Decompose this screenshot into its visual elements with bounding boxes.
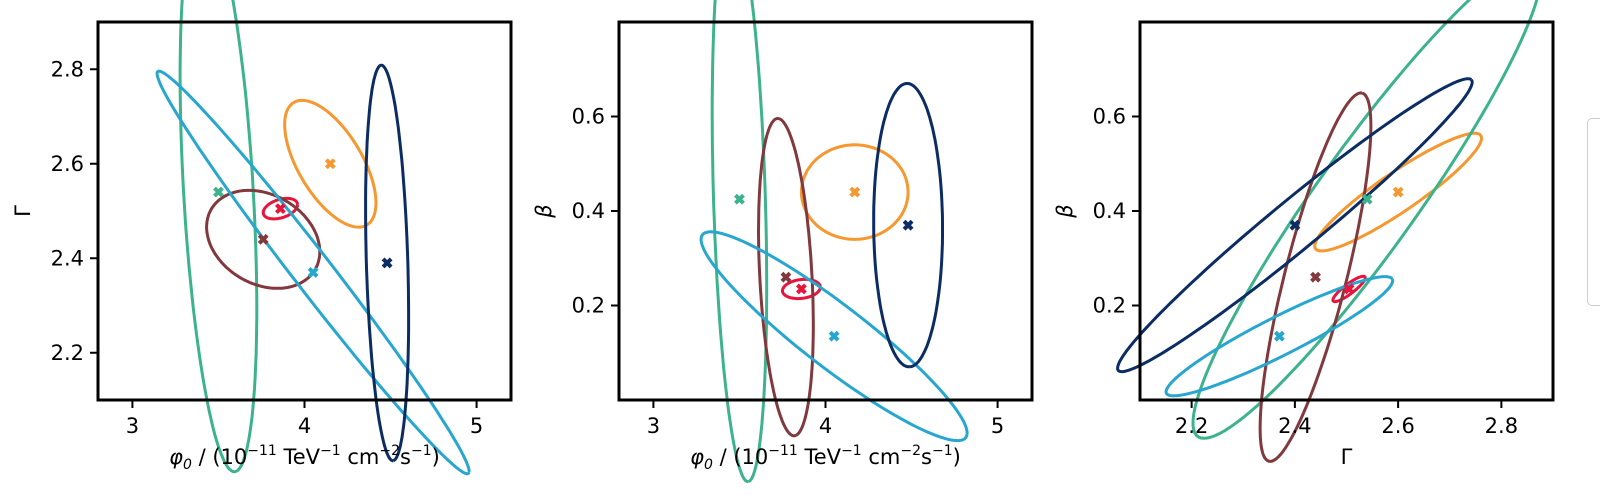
x-tick-label: 5	[470, 414, 483, 438]
x-tick-label: 2.2	[1175, 414, 1208, 438]
confidence-ellipse-2	[799, 143, 910, 241]
confidence-ellipse-1	[261, 196, 300, 221]
y-axis-label: β	[532, 204, 556, 218]
x-tick-label: 2.4	[1278, 414, 1311, 438]
best-fit-marker-2	[324, 158, 336, 170]
best-fit-marker-5	[828, 330, 840, 342]
best-fit-marker-6	[902, 219, 914, 231]
y-tick-label: 0.2	[572, 294, 605, 318]
x-tick-label: 4	[819, 414, 832, 438]
confidence-ellipse-4	[205, 188, 322, 290]
y-axis-label: Γ	[11, 205, 35, 217]
plot-frame	[617, 20, 1034, 402]
confidence-ellipse-3	[1191, 0, 1539, 440]
panel-2: 3 4 5 0.2 0.4 0.6 φ0 / (10−11 TeV−1 cm−2s−1) β	[532, 0, 1034, 484]
best-fit-marker-3	[1361, 193, 1373, 205]
best-fit-marker-2	[849, 186, 861, 198]
best-fit-marker-4	[780, 271, 792, 283]
best-fit-marker-1	[795, 283, 807, 295]
confidence-ellipse-2	[1313, 131, 1483, 253]
x-tick-label: 5	[991, 414, 1004, 438]
ellipses	[155, 0, 471, 476]
confidence-ellipse-5	[699, 230, 969, 443]
confidence-ellipse-5	[155, 69, 471, 476]
best-fit-marker-2	[1392, 186, 1404, 198]
best-fit-marker-4	[257, 233, 269, 245]
confidence-ellipse-5	[1164, 275, 1395, 398]
markers	[1273, 186, 1404, 342]
best-fit-marker-6	[1289, 219, 1301, 231]
plot-frame	[96, 20, 513, 402]
x-tick-label: 3	[647, 414, 660, 438]
confidence-ellipse-6	[1116, 77, 1474, 374]
y-tick-label: 2.4	[51, 246, 84, 270]
confidence-ellipse-6	[364, 63, 411, 463]
best-fit-marker-3	[213, 186, 224, 198]
x-axis-label: φ0 / (10−11 TeV−1 cm−2s−1)	[169, 443, 440, 473]
y-tick-label: 0.6	[572, 105, 605, 129]
y-tick-label: 0.6	[1093, 105, 1126, 129]
best-fit-marker-4	[1310, 271, 1321, 283]
confidence-ellipse-4	[757, 117, 815, 438]
panel-3: 2.2 2.4 2.6 2.8 0.2 0.4 0.6 Γβ	[1053, 0, 1555, 469]
y-tick-label: 2.8	[51, 57, 84, 81]
confidence-ellipse-6	[872, 82, 944, 369]
markers	[734, 186, 914, 342]
best-fit-marker-1	[1343, 283, 1355, 295]
best-fit-marker-6	[381, 257, 393, 269]
y-tick-label: 0.4	[1093, 199, 1126, 223]
panel-1: 3 4 5 2.2 2.4 2.6 2.8 φ0 / (10−11 TeV−1 cm−2s−1…	[11, 0, 513, 476]
x-tick-label: 4	[298, 414, 311, 438]
confidence-ellipse-2	[283, 98, 378, 229]
x-tick-label: 2.6	[1381, 414, 1414, 438]
x-axis-label: φ0 / (10−11 TeV−1 cm−2s−1)	[690, 443, 961, 473]
markers	[213, 158, 393, 278]
ellipses	[699, 0, 969, 484]
y-axis-label: β	[1053, 204, 1077, 218]
confidence-ellipse-3	[178, 0, 259, 474]
best-fit-marker-5	[1273, 330, 1285, 342]
best-fit-marker-3	[734, 193, 745, 205]
y-tick-label: 2.2	[51, 341, 84, 365]
x-axis-label: Γ	[1341, 445, 1353, 469]
y-tick-label: 0.2	[1093, 294, 1126, 318]
plot-frame	[1138, 20, 1555, 402]
y-tick-label: 0.4	[572, 199, 605, 223]
best-fit-marker-1	[274, 203, 286, 215]
legend-box	[1587, 118, 1600, 306]
ellipses	[1116, 0, 1539, 463]
x-tick-label: 2.8	[1485, 414, 1518, 438]
confidence-ellipse-3	[710, 0, 769, 484]
confidence-ellipse-1	[1331, 274, 1367, 304]
y-tick-label: 2.6	[51, 152, 84, 176]
x-tick-label: 3	[126, 414, 139, 438]
best-fit-marker-5	[307, 267, 319, 278]
